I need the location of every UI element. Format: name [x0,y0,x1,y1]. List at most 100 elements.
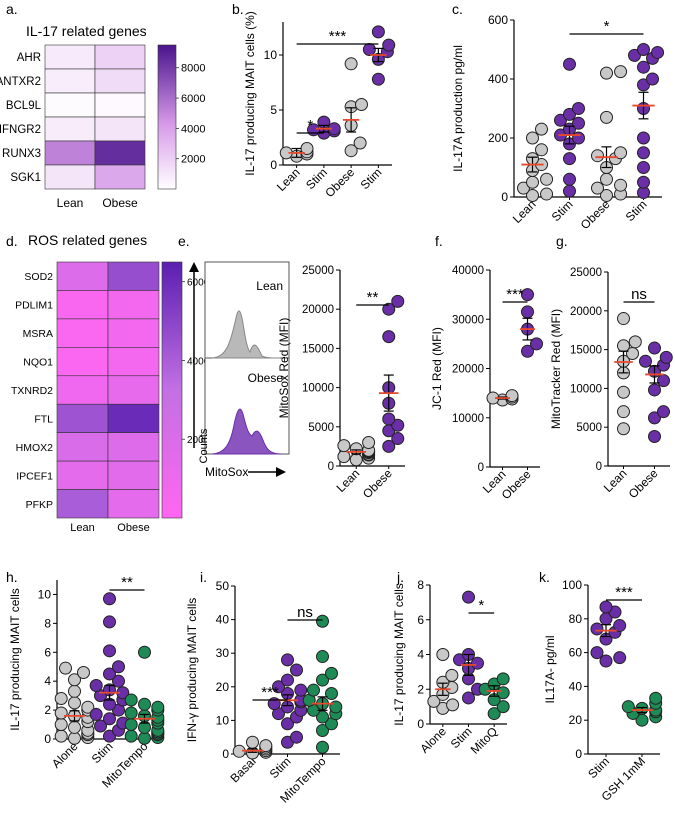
data-point [325,666,338,680]
colorbar-tick-label: 6000 [181,93,205,105]
data-point [563,57,576,71]
data-point [103,712,116,726]
y-tick-label: 2 [44,703,51,717]
heatmap-cell [44,44,96,70]
y-tick-label: 10 [38,587,52,601]
y-tick-label: 0 [222,747,229,761]
y-tick-label: 20000 [302,304,334,316]
data-point [81,700,95,714]
significance-label: ** [367,289,379,306]
data-point [563,184,576,198]
y-tick-label: 10000 [302,383,334,395]
x-tick-label: Obese [322,165,357,200]
data-point [316,723,329,737]
y-tick-label: 5 [270,103,277,117]
heatmap-cell [107,290,160,320]
mitosox-label: MitoSox [205,465,248,479]
significance-label: *** [506,286,524,303]
heatmap-0: a. IL-17 related genes AHR ANTXR2 BCL9L IFNGR… [0,1,205,210]
data-point [599,600,613,614]
colorbar-tick-label: 2000 [181,154,205,166]
data-point [554,113,567,127]
data-point [54,718,68,732]
panel-label: h. [6,569,18,585]
data-point [382,439,396,453]
x-tick-label: Stim [89,739,116,766]
data-point [628,48,641,62]
data-point [316,673,329,687]
data-point [521,344,534,358]
y-tick-label: 400 [488,72,508,86]
x-tick-label: Lean [274,165,303,194]
data-point [103,592,116,606]
data-point [362,43,376,56]
data-point [294,683,308,697]
y-tick-label: 0 [596,461,602,473]
data-point [637,175,650,189]
data-point [648,430,661,444]
data-point [124,718,138,732]
heatmap-cell [107,318,160,348]
heatmap-cell [107,460,160,490]
panel-label: f. [435,233,443,249]
data-point [496,700,510,714]
data-point [639,354,652,368]
y-tick-label: 30000 [452,314,484,326]
dotplot-1: b. 0 5 10 IL-17 producing MAIT cells (%) Lean… [232,1,396,200]
data-point [535,143,548,157]
y-tick-label: 6 [417,613,424,627]
data-point [572,131,585,145]
data-point [521,305,534,319]
data-point [637,146,650,160]
data-point [103,667,116,681]
dotplot-5: 0 5000 10000 15000 20000 25000 MitoSox Red (MF… [277,265,405,501]
data-point [540,187,554,201]
y-tick-label: 4 [417,648,424,662]
data-point [281,717,294,731]
data-point [613,619,627,633]
data-point [617,339,630,353]
panel-label: b. [232,1,244,17]
data-point [526,131,539,145]
y-tick-label: 6 [44,645,51,659]
data-point [382,302,396,316]
heatmap-cell [56,318,109,348]
data-point [382,412,396,426]
data-point [496,672,510,686]
data-point [54,729,68,743]
data-point [614,146,628,160]
panel-label: j. [396,569,404,585]
data-point [600,189,613,203]
heatmap-cell [44,116,96,142]
data-point [371,25,385,39]
panel-label: e. [178,233,190,249]
heatmap-title: IL-17 related genes [26,23,147,39]
significance-label: *** [329,28,347,45]
data-point [354,98,368,111]
row-label: SGK1 [10,172,41,184]
data-point [371,72,385,86]
y-tick-label: 8 [417,578,424,592]
panel-label: d. [6,233,18,249]
significance-label: ns [631,286,647,303]
heatmap-cell [107,375,160,405]
data-point [391,418,405,432]
data-point [563,152,576,166]
heatmap-cell [44,140,96,166]
panel-label: g. [556,233,568,249]
data-point [651,45,665,59]
panel-label: k. [539,569,550,585]
x-tick-label: Stim [549,197,576,224]
y-tick-label: 600 [488,13,508,27]
data-point [617,422,630,436]
y-tick-label: 0 [575,747,582,761]
data-point [246,735,259,749]
y-tick-label: 8 [44,616,51,630]
histogram-label-bottom: Obese [248,371,284,385]
data-point [646,72,659,86]
data-point [325,687,338,701]
data-point [427,694,441,708]
